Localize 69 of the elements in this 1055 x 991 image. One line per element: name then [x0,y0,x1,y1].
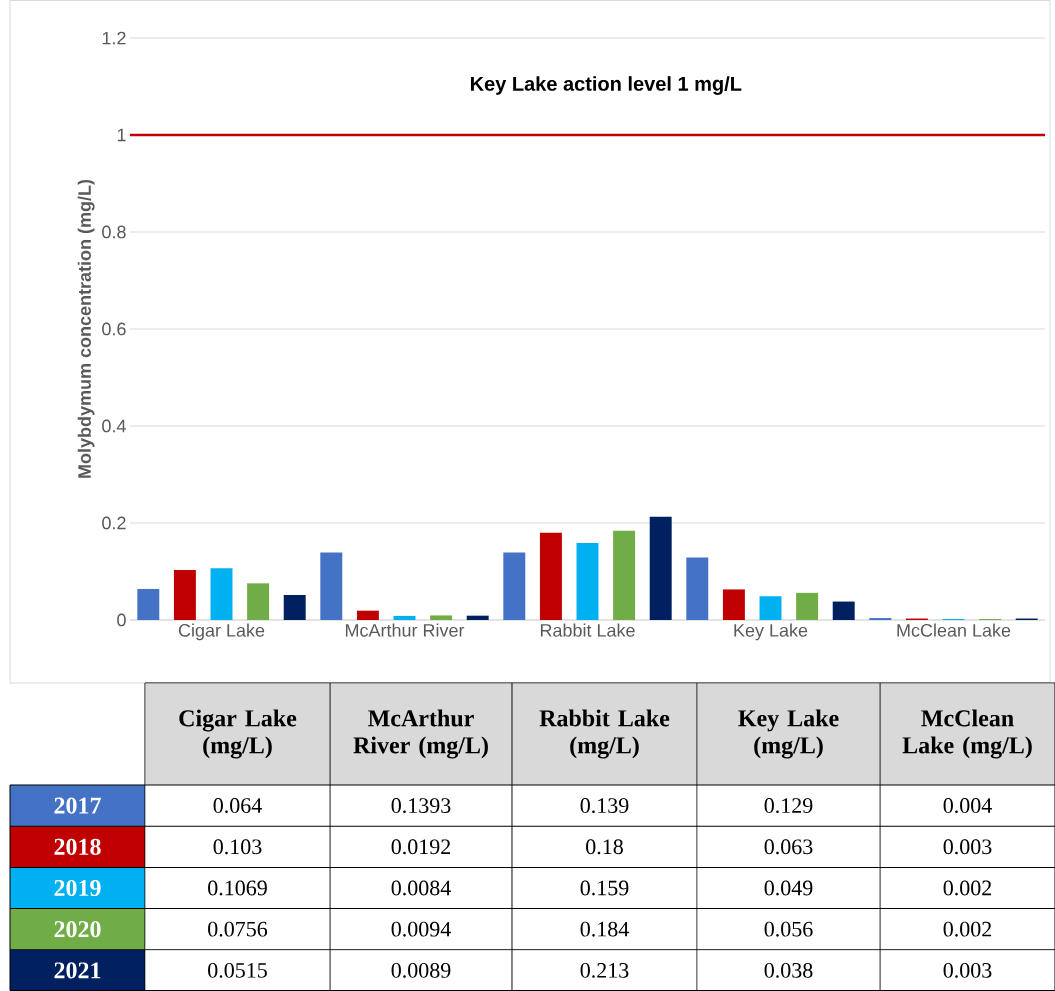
bar [137,588,160,620]
bar [759,596,782,620]
text: McArthur River (mg/L) [353,709,488,759]
data-label: 0.003 [943,962,992,978]
y-axis-title: Molybdymum concentration (mg/L) [77,179,95,478]
text: 2017 [54,797,101,814]
x-tick-label: Cigar Lake [178,623,265,641]
data-label: 0.0094 [391,921,451,937]
bar [430,615,453,620]
data-label: 0.18 [586,839,623,855]
data-label: 0.056 [764,921,813,937]
data-label: 0.184 [580,921,629,937]
data-label: 0.1393 [391,798,451,814]
bar [576,542,599,620]
bar [539,532,562,620]
bar [173,570,196,620]
bar [649,516,672,620]
data-label: 0.064 [213,798,262,814]
data-label: 0.129 [764,798,813,814]
y-tick-label: 0.8 [102,225,126,239]
y-tick-label: 0.6 [102,322,126,336]
data-label: 0.049 [764,880,813,896]
y-tick-label: 0.2 [102,516,126,530]
data-label: 0.0515 [208,962,267,978]
y-tick-label: 0.4 [102,419,126,433]
data-label: 0.002 [943,880,992,896]
bar [466,615,489,620]
data-label: 0.159 [580,880,629,896]
y-tick-label: 1.2 [102,31,126,45]
x-tick-label: McArthur River [345,623,465,637]
text: 2020 [54,921,101,938]
data-label: 0.0089 [391,962,451,978]
bar [320,552,343,620]
x-tick-label: Rabbit Lake [540,623,635,637]
bar [503,552,526,620]
bar [686,557,709,620]
bar [247,583,270,620]
bar [356,610,379,620]
bar [796,592,819,620]
data-label: 0.1069 [208,880,267,896]
text: 2018 [54,838,101,855]
bar [283,595,306,620]
data-label: 0.004 [943,798,992,814]
text: McClean Lake (mg/L) [902,709,1032,759]
text: Cigar Lake (mg/L) [179,709,297,759]
bar [722,589,745,620]
data-label: 0.103 [213,839,262,855]
bar [613,530,636,620]
data-label: 0.213 [580,962,629,978]
text: 2019 [54,879,101,897]
x-tick-label: Key Lake [734,623,808,641]
data-label: 0.0192 [391,839,451,855]
data-label: 0.063 [764,839,813,855]
data-label: 0.003 [943,839,992,855]
bar [210,568,233,620]
data-label: 0.038 [764,962,813,978]
data-label: 0.139 [580,798,629,814]
text: Key Lake (mg/L) [738,709,839,759]
data-label: 0.0084 [391,880,451,896]
text: 2021 [54,962,101,979]
x-tick-label: McClean Lake [897,623,1011,637]
ref-line-label: Key Lake action level 1 mg/L [470,76,742,95]
y-tick-label: 1 [117,128,126,142]
bar [832,601,855,620]
y-tick-label: 0 [117,613,126,627]
data-label: 0.002 [943,921,992,937]
text: Rabbit Lake (mg/L) [539,709,670,759]
data-label: 0.0756 [208,921,268,937]
bar [393,615,416,620]
